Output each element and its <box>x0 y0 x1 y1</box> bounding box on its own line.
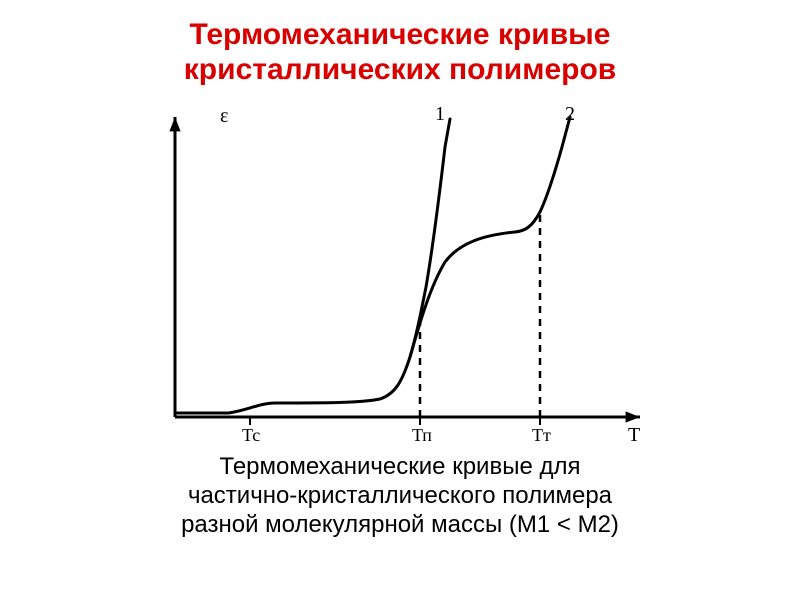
caption-line-1: Термомеханические кривые для <box>181 453 619 482</box>
thermomechanical-chart: ε Т Тс Тп Тт 1 2 <box>120 87 680 467</box>
chart-container: ε Т Тс Тп Тт 1 2 <box>120 87 680 467</box>
x-tick-label: Тт <box>532 425 551 445</box>
x-tick-label: Тс <box>242 425 260 445</box>
chart-caption: Термомеханические кривые для частично-кр… <box>181 453 619 539</box>
x-tick-label: Тп <box>412 425 432 445</box>
chart-bg <box>120 87 680 467</box>
caption-line-2: частично-кристаллического полимера <box>181 482 619 511</box>
caption-line-3: разной молекулярной массы (М1 < М2) <box>181 511 619 540</box>
curve-label-1: 1 <box>435 103 445 125</box>
page-title: Термомеханические кривые кристаллических… <box>184 18 616 87</box>
title-line-2: кристаллических полимеров <box>184 53 616 88</box>
curve-label-2: 2 <box>565 103 575 125</box>
x-axis-label: Т <box>628 424 640 446</box>
title-line-1: Термомеханические кривые <box>184 18 616 53</box>
y-axis-label: ε <box>220 105 228 127</box>
